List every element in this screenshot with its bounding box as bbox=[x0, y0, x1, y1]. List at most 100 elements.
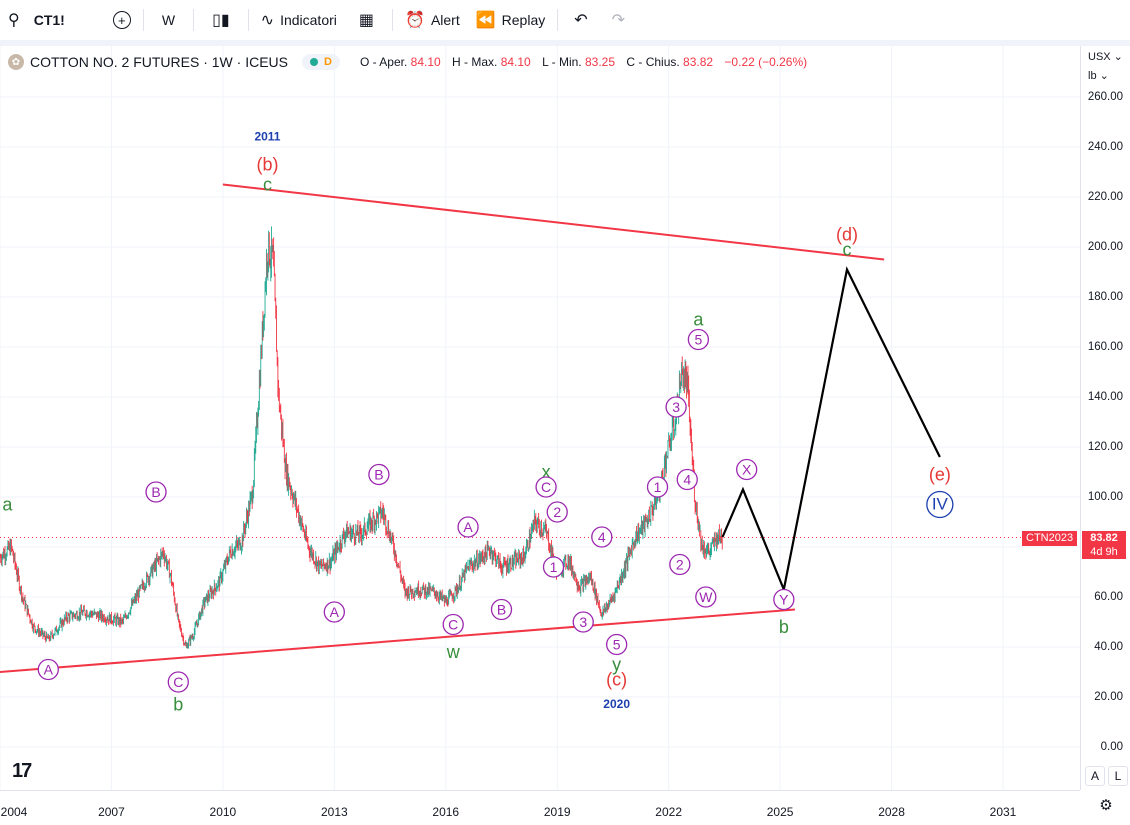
replay-button[interactable]: ⏪ Replay bbox=[468, 0, 554, 40]
redo-button[interactable]: ↷ bbox=[600, 0, 637, 40]
trendline-lower bbox=[0, 608, 796, 673]
unit-selector[interactable]: lb ⌄ bbox=[1088, 70, 1109, 82]
unit-label: lb bbox=[1088, 70, 1097, 82]
wave-label: 5 bbox=[694, 332, 702, 348]
grid-lines bbox=[0, 46, 1080, 790]
wave-label: a bbox=[693, 310, 704, 330]
delayed-badge: D bbox=[323, 56, 332, 68]
time-tick: 2016 bbox=[432, 805, 460, 819]
low-label: L - Min. bbox=[542, 55, 582, 69]
wave-label: A bbox=[463, 519, 473, 535]
undo-button[interactable]: ↶ bbox=[562, 0, 599, 40]
wave-label: (b) bbox=[256, 155, 278, 175]
symbol-search[interactable]: ⚲ CT1! bbox=[0, 0, 73, 40]
price-tick: 100.00 bbox=[1087, 491, 1123, 503]
wave-label: 2020 bbox=[603, 697, 630, 711]
wave-circle bbox=[442, 613, 464, 636]
settings-gear-icon[interactable]: ⚙ bbox=[1097, 796, 1115, 814]
price-tick: 180.00 bbox=[1087, 291, 1123, 303]
wave-label: C bbox=[173, 674, 183, 690]
compare-button[interactable]: + bbox=[73, 0, 139, 40]
add-circle-icon: + bbox=[112, 11, 131, 29]
wave-label: (c) bbox=[606, 670, 627, 690]
wave-label: 1 bbox=[550, 559, 558, 575]
interval-button[interactable]: W bbox=[161, 12, 176, 28]
open-value: 84.10 bbox=[410, 55, 441, 69]
wave-label: A bbox=[44, 662, 54, 678]
price-tick: 260.00 bbox=[1087, 91, 1123, 103]
wave-label: B bbox=[151, 484, 160, 500]
time-axis[interactable] bbox=[0, 790, 1080, 825]
price-tick: 200.00 bbox=[1087, 241, 1123, 253]
wave-label: 2 bbox=[676, 557, 684, 573]
wave-circle bbox=[591, 526, 613, 548]
chart-legend: ✿ COTTON NO. 2 FUTURES · 1W · ICEUS D O … bbox=[8, 52, 815, 72]
wave-label: a bbox=[2, 495, 13, 515]
low-value: 83.25 bbox=[584, 55, 616, 69]
time-tick: 2031 bbox=[989, 805, 1017, 819]
wave-circle bbox=[490, 598, 513, 621]
symbol-label: CT1! bbox=[33, 12, 65, 28]
candles-icon: ▯▮ bbox=[212, 12, 230, 29]
close-value: 83.82 bbox=[683, 55, 714, 69]
wave-circle bbox=[323, 601, 345, 623]
top-toolbar: ⚲ CT1! + W ▯▮ ∿ Indicatori ▦ ⏰ Alert ⏪ R… bbox=[0, 0, 1130, 41]
wave-label: c bbox=[263, 175, 272, 195]
wave-circle bbox=[368, 463, 390, 486]
rewind-icon: ⏪ bbox=[475, 12, 496, 29]
legend-title[interactable]: COTTON NO. 2 FUTURES · 1W · ICEUS bbox=[30, 54, 288, 70]
layout-button[interactable]: ▦ bbox=[345, 0, 388, 40]
wave-circle bbox=[167, 671, 189, 693]
wave-circle bbox=[145, 481, 167, 503]
current-price-value: 83.82 bbox=[1090, 532, 1118, 544]
alert-button[interactable]: ⏰ Alert bbox=[397, 0, 468, 40]
grid-icon: ▦ bbox=[358, 12, 375, 29]
wave-circle bbox=[546, 501, 568, 523]
change-value: −0.22 (−0.26%) bbox=[724, 55, 808, 69]
indicators-button[interactable]: ∿ Indicatori bbox=[253, 0, 345, 40]
wave-circle bbox=[736, 458, 758, 481]
log-scale-button[interactable]: L bbox=[1108, 766, 1128, 786]
trendline-upper bbox=[222, 183, 885, 261]
chart-type-button[interactable]: ▯▮ bbox=[198, 0, 244, 40]
wave-label: A bbox=[330, 604, 340, 620]
time-tick: 2028 bbox=[878, 805, 905, 819]
time-tick: 2025 bbox=[766, 805, 794, 819]
wave-label: 2011 bbox=[254, 130, 280, 144]
wave-label: Y bbox=[779, 592, 789, 608]
wave-label: (d) bbox=[836, 225, 858, 245]
current-price-badge: 83.82 4d 9h bbox=[1082, 531, 1126, 559]
wave-label: X bbox=[742, 462, 752, 478]
projection-path bbox=[721, 266, 941, 594]
time-tick: 2013 bbox=[320, 805, 348, 819]
wave-label: 4 bbox=[683, 472, 691, 488]
trendlines bbox=[0, 183, 885, 673]
divider bbox=[142, 9, 144, 31]
wave-label: C bbox=[448, 617, 458, 633]
time-tick: 2019 bbox=[543, 805, 571, 819]
auto-scale-button[interactable]: A bbox=[1085, 766, 1105, 786]
bar-countdown: 4d 9h bbox=[1090, 546, 1118, 558]
wave-label: b bbox=[173, 695, 183, 715]
wave-circle bbox=[457, 516, 479, 538]
price-axis[interactable]: 0.0020.0040.0060.0080.00100.00120.00140.… bbox=[1080, 46, 1130, 790]
price-tick: 160.00 bbox=[1087, 341, 1123, 353]
price-series bbox=[0, 226, 723, 649]
market-status-pill[interactable]: D bbox=[301, 54, 340, 70]
toolbar-separator bbox=[0, 40, 1130, 46]
currency-label: USX bbox=[1088, 51, 1111, 63]
indicators-icon: ∿ bbox=[260, 12, 275, 29]
wave-label: 3 bbox=[579, 614, 587, 630]
time-tick: 2010 bbox=[209, 805, 237, 819]
currency-selector[interactable]: USX ⌄ bbox=[1088, 51, 1123, 63]
undo-icon: ↶ bbox=[574, 12, 588, 29]
wave-circle bbox=[665, 396, 687, 418]
wave-labels: aABCb2011(b)cABABCwxC21435y(c)202012345a… bbox=[2, 130, 954, 715]
wave-label: W bbox=[699, 589, 713, 605]
wave-circle bbox=[646, 476, 669, 498]
divider bbox=[193, 9, 195, 31]
price-tick: 60.00 bbox=[1094, 591, 1123, 603]
wave-circle bbox=[669, 553, 691, 576]
wave-label: 2 bbox=[553, 504, 561, 520]
price-chart[interactable]: aABCb2011(b)cABABCwxC21435y(c)202012345a… bbox=[0, 46, 1080, 790]
